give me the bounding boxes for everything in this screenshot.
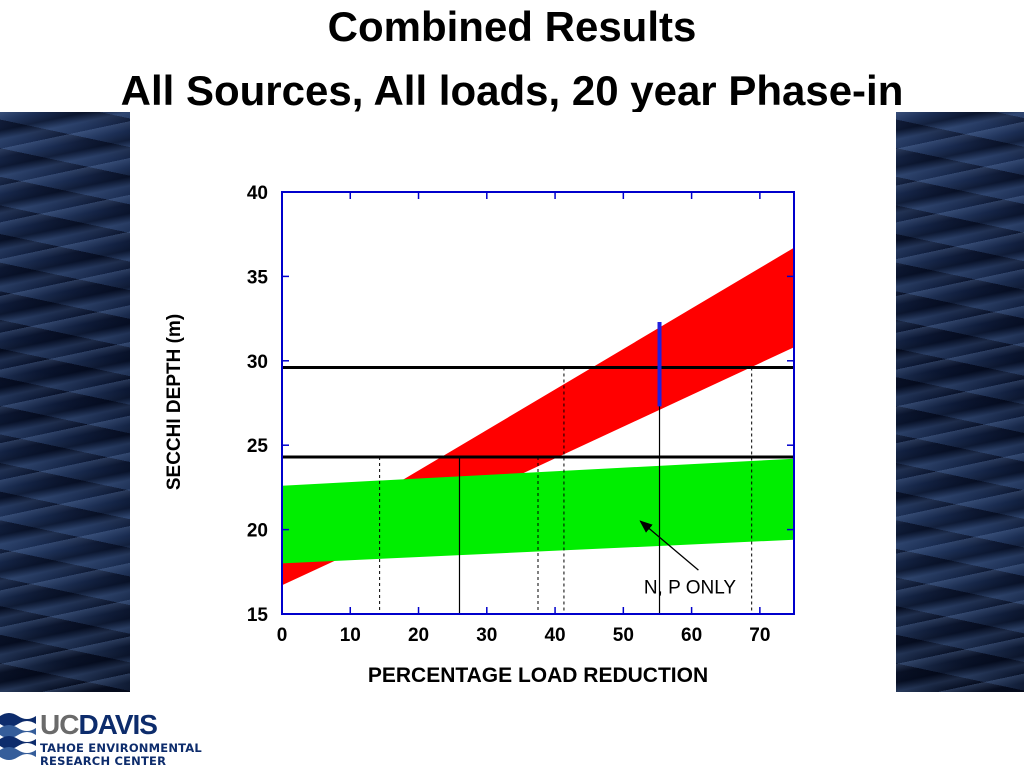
ucdavis-logo: UCDAVIS TAHOE ENVIRONMENTAL RESEARCH CEN…: [0, 708, 230, 768]
logo-davis: DAVIS: [78, 709, 157, 740]
x-tick-label: 70: [749, 625, 770, 646]
water-background-right: [896, 112, 1024, 692]
y-tick-label: 40: [247, 183, 268, 204]
x-tick-label: 10: [340, 625, 361, 646]
y-tick-label: 20: [247, 521, 268, 542]
slide-title: Combined Results: [327, 3, 697, 50]
slide-subtitle: All Sources, All loads, 20 year Phase-in: [120, 67, 904, 114]
logo-tagline-1: TAHOE ENVIRONMENTAL: [40, 741, 202, 755]
annotation-label: N, P ONLY: [644, 578, 737, 599]
water-background-left: [0, 112, 130, 692]
plot-frame: [281, 191, 795, 615]
x-tick-label: 50: [613, 625, 634, 646]
wave-logo-icon: [0, 713, 36, 760]
y-tick-label: 35: [247, 267, 269, 288]
y-tick-label: 30: [247, 352, 268, 373]
x-tick-label: 40: [544, 625, 565, 646]
logo-uc: UC: [40, 709, 79, 740]
x-axis-label: PERCENTAGE LOAD REDUCTION: [368, 664, 708, 687]
x-tick-label: 60: [681, 625, 702, 646]
logo-tagline-2: RESEARCH CENTER: [40, 754, 167, 768]
annotation-arrow: [639, 520, 699, 571]
x-tick-label: 0: [277, 625, 288, 646]
x-tick-label: 30: [476, 625, 497, 646]
chart-panel: 0 10 20 30 40 50 60 70 15 20 25 30 35 40 PERCENTAGE L…: [130, 112, 896, 692]
y-tick-label: 15: [247, 605, 269, 626]
ucdavis-wordmark: UCDAVIS: [40, 709, 158, 740]
y-tick-label: 25: [247, 436, 269, 457]
y-axis-label: SECCHI DEPTH (m): [164, 314, 185, 490]
secchi-depth-chart: 0 10 20 30 40 50 60 70 15 20 25 30 35 40 PERCENTAGE L…: [164, 183, 795, 687]
x-tick-label: 20: [408, 625, 429, 646]
